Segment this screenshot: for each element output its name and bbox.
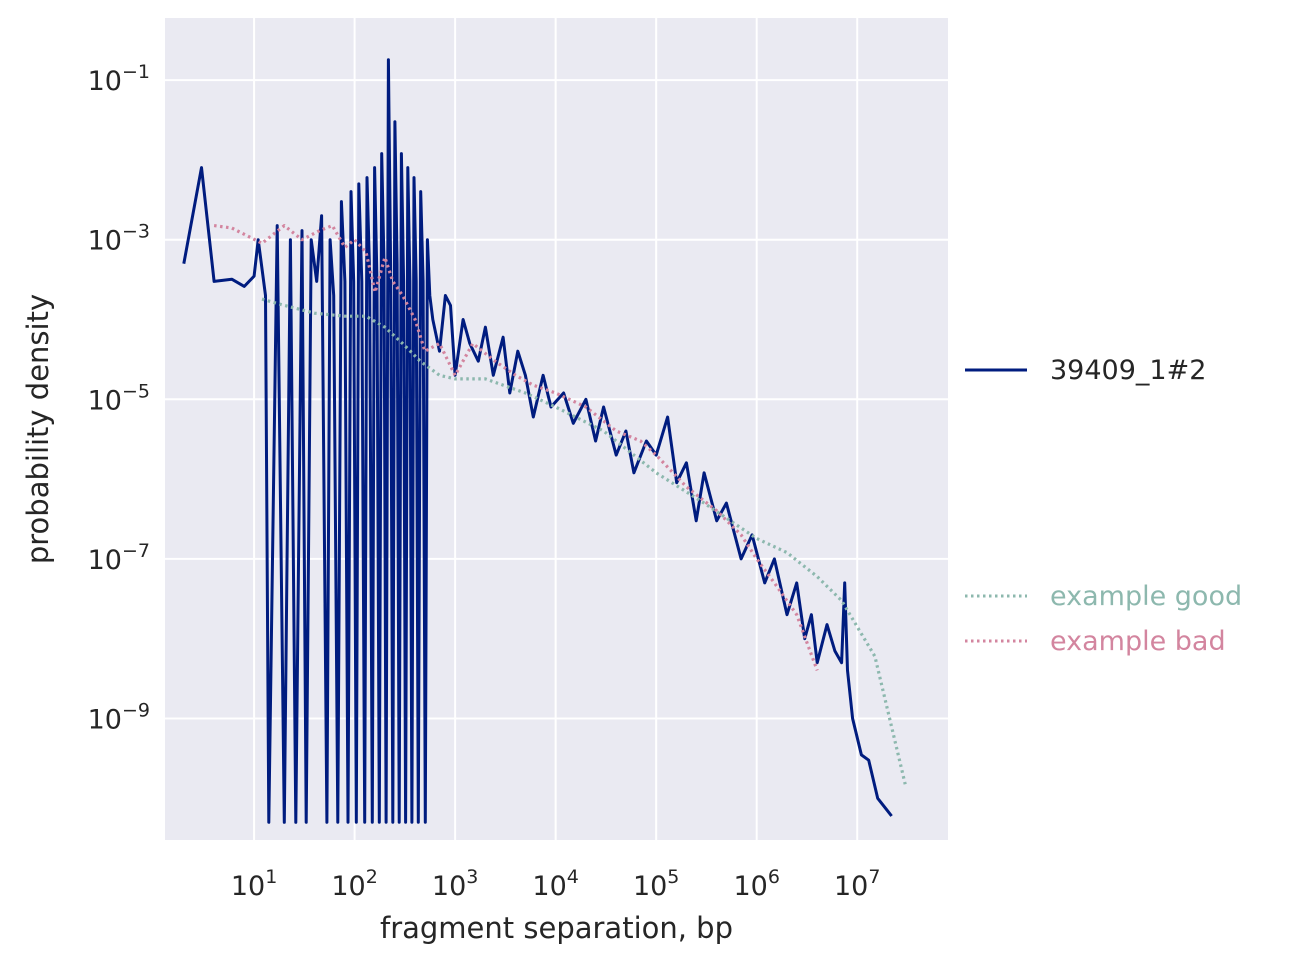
legend-label: example good [1050, 581, 1242, 612]
x-tick-label: 104 [532, 866, 578, 902]
x-tick-label: 102 [331, 866, 377, 902]
y-tick-label: 10−3 [88, 221, 150, 257]
x-tick-label: 106 [733, 866, 779, 902]
y-tick-label: 10−1 [88, 61, 150, 97]
legend-label: example bad [1050, 626, 1226, 657]
legend-label: 39409_1#2 [1050, 355, 1206, 386]
x-tick-label: 107 [834, 866, 880, 902]
x-axis-label: fragment separation, bp [380, 911, 733, 945]
y-tick-label: 10−5 [88, 380, 150, 416]
x-tick-label: 101 [231, 866, 277, 902]
y-tick-label: 10−9 [88, 699, 150, 735]
series-line [213, 224, 819, 671]
x-tick-label: 103 [432, 866, 478, 902]
y-tick-label: 10−7 [88, 540, 150, 576]
series-line [182, 58, 893, 824]
x-axis-ticks: 101 102 103 104 105 106 107 [231, 866, 881, 902]
series-group [182, 58, 907, 824]
y-axis-ticks: 10−1 10−3 10−5 10−7 10−9 [88, 61, 150, 735]
x-tick-label: 105 [633, 866, 679, 902]
y-axis-label: probability density [21, 294, 55, 564]
